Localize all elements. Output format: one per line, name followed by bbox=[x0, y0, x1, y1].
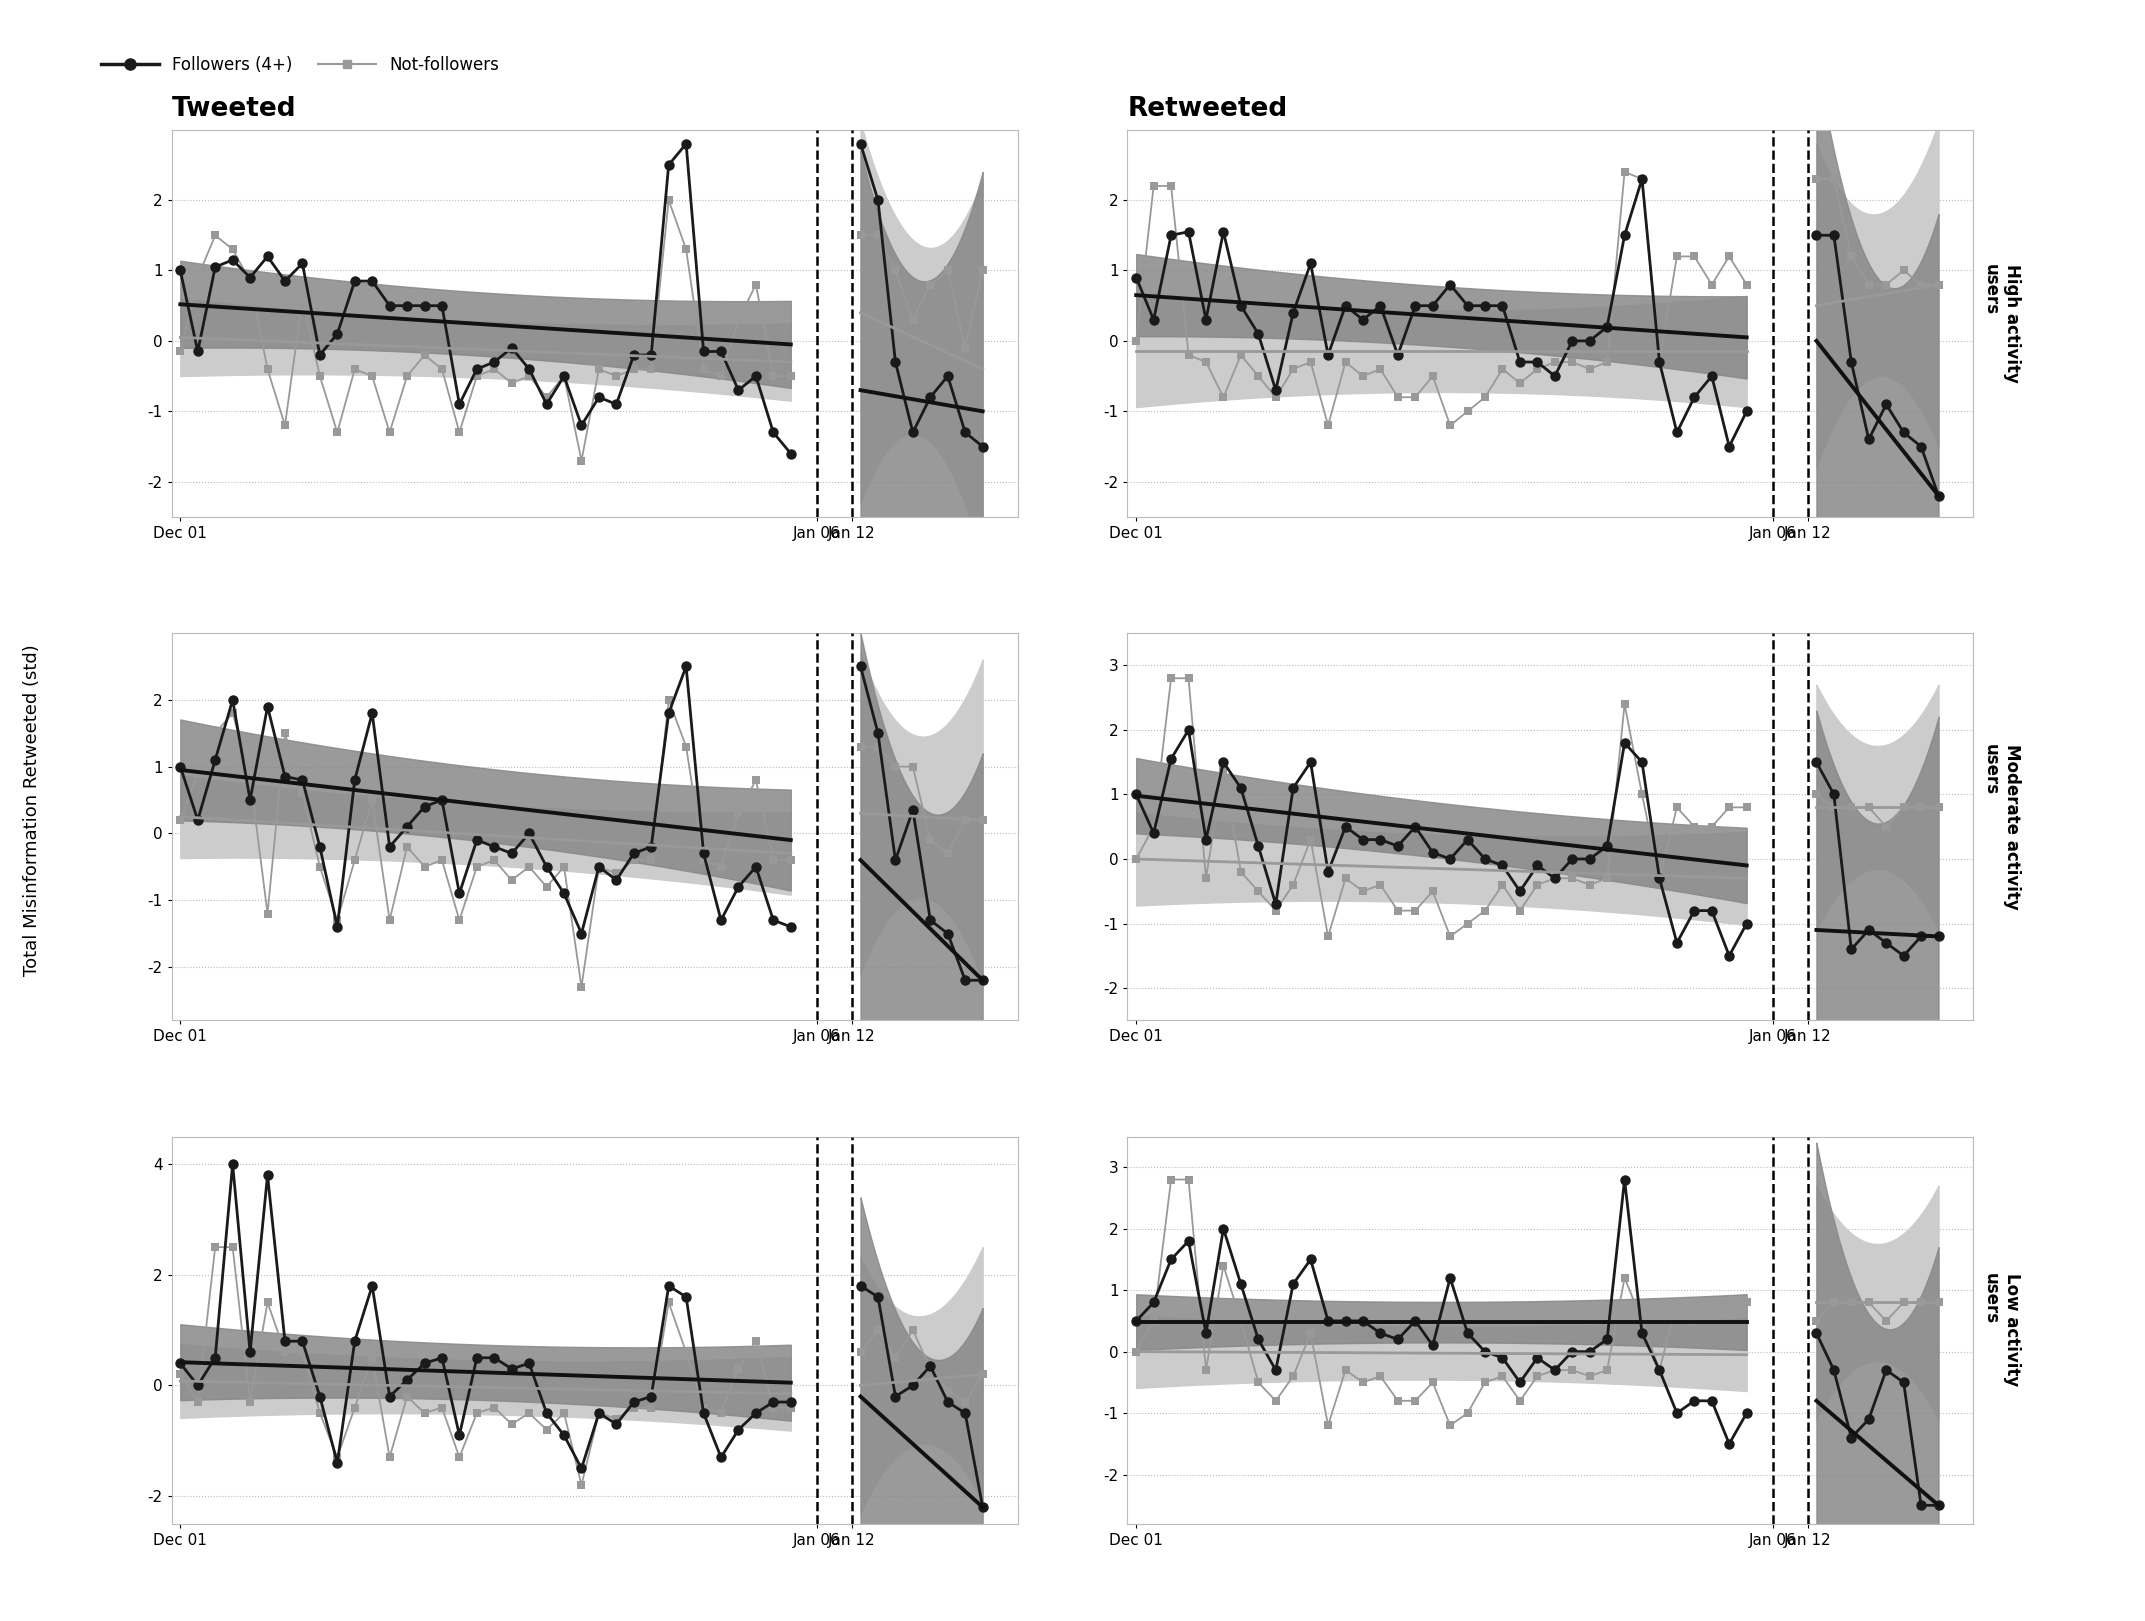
Legend: Followers (4+), Not-followers: Followers (4+), Not-followers bbox=[94, 49, 506, 79]
Text: Tweeted: Tweeted bbox=[172, 96, 296, 122]
Text: Moderate activity
users: Moderate activity users bbox=[1982, 744, 2021, 909]
Text: Total Misinformation Retweeted (std): Total Misinformation Retweeted (std) bbox=[24, 645, 41, 976]
Text: Low activity
users: Low activity users bbox=[1982, 1274, 2021, 1386]
Text: High activity
users: High activity users bbox=[1982, 264, 2021, 383]
Text: Retweeted: Retweeted bbox=[1128, 96, 1287, 122]
